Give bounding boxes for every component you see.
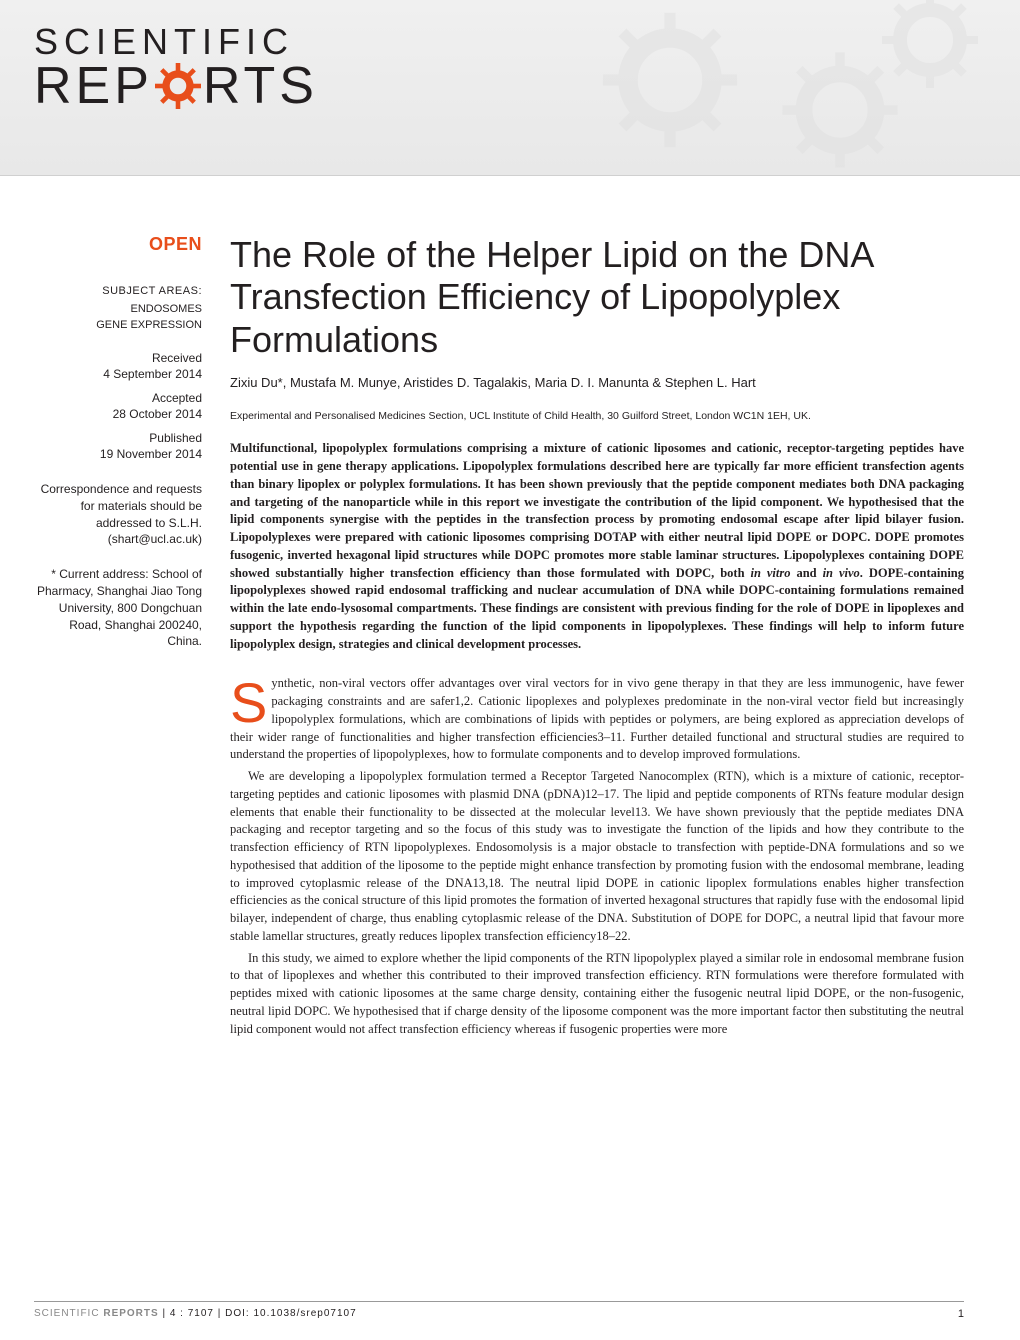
accepted-label: Accepted (34, 391, 202, 405)
open-access-badge: OPEN (34, 234, 202, 255)
body-p1-text: ynthetic, non-viral vectors offer advant… (230, 676, 964, 761)
main-column: The Role of the Helper Lipid on the DNA … (218, 234, 1020, 1042)
sidebar: OPEN SUBJECT AREAS: ENDOSOMES GENE EXPRE… (0, 234, 218, 1042)
received-value: 4 September 2014 (34, 367, 202, 381)
page-footer: SCIENTIFIC REPORTS | 4 : 7107 | DOI: 10.… (34, 1301, 964, 1320)
authors: Zixiu Du*, Mustafa M. Munye, Aristides D… (230, 375, 964, 390)
body-p3: In this study, we aimed to explore wheth… (230, 950, 964, 1039)
article-title: The Role of the Helper Lipid on the DNA … (230, 234, 964, 361)
dropcap: S (230, 675, 271, 725)
gear-icon (155, 63, 201, 109)
body-p1: Synthetic, non-viral vectors offer advan… (230, 675, 964, 764)
header-band: SCIENTIFIC REP RTS (0, 0, 1020, 176)
abstract: Multifunctional, lipopolyplex formulatio… (230, 440, 964, 653)
subject-areas: SUBJECT AREAS: ENDOSOMES GENE EXPRESSION (34, 285, 202, 331)
subject-item: GENE EXPRESSION (34, 319, 202, 331)
gear-bg-icon (600, 10, 740, 150)
footer-citation: SCIENTIFIC REPORTS | 4 : 7107 | DOI: 10.… (34, 1308, 357, 1320)
footer-journal-bold: REPORTS (103, 1308, 158, 1319)
body-p2: We are developing a lipopolyplex formula… (230, 768, 964, 946)
accepted-value: 28 October 2014 (34, 407, 202, 421)
affiliation: Experimental and Personalised Medicines … (230, 410, 964, 422)
current-address: * Current address: School of Pharmacy, S… (34, 566, 202, 650)
logo-post: RTS (203, 60, 318, 112)
published-label: Published (34, 431, 202, 445)
gear-bg-icon (880, 0, 980, 90)
content-row: OPEN SUBJECT AREAS: ENDOSOMES GENE EXPRE… (0, 176, 1020, 1042)
logo-pre: REP (34, 60, 153, 112)
page-number: 1 (958, 1308, 964, 1320)
journal-logo: SCIENTIFIC REP RTS (34, 24, 318, 112)
published-value: 19 November 2014 (34, 447, 202, 461)
abstract-ital: in vitro (751, 566, 791, 580)
subject-item: ENDOSOMES (34, 303, 202, 315)
abstract-text: Multifunctional, lipopolyplex formulatio… (230, 441, 964, 579)
received-label: Received (34, 351, 202, 365)
abstract-text: and (791, 566, 823, 580)
subject-heading: SUBJECT AREAS: (34, 285, 202, 297)
abstract-ital: in vivo (823, 566, 860, 580)
footer-cite: | 4 : 7107 | DOI: 10.1038/srep07107 (159, 1308, 357, 1319)
correspondence: Correspondence and requests for material… (34, 481, 202, 548)
logo-line1: SCIENTIFIC (34, 24, 318, 60)
logo-line2: REP RTS (34, 60, 318, 112)
dates-block: Received 4 September 2014 Accepted 28 Oc… (34, 351, 202, 461)
footer-journal: SCIENTIFIC (34, 1308, 103, 1319)
